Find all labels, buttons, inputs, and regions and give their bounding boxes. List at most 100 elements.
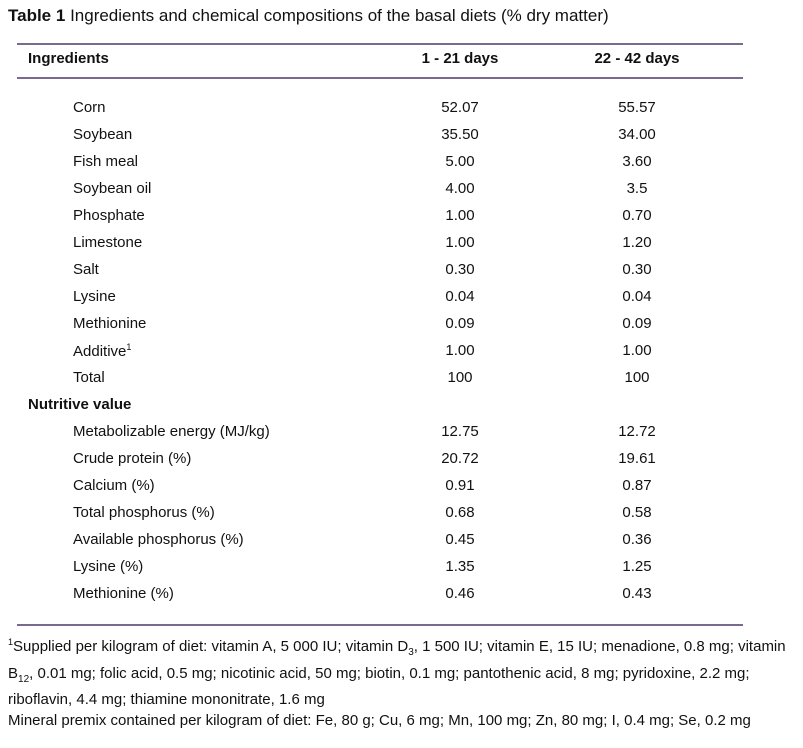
footnote-sub: 12 bbox=[18, 673, 30, 685]
value-22-42-days: 0.70 bbox=[622, 207, 652, 224]
value-1-21-days: 0.04 bbox=[445, 288, 475, 305]
footnote-text: Supplied per kilogram of diet: vitamin A… bbox=[13, 638, 409, 655]
row-label: Methionine (%) bbox=[73, 585, 174, 602]
value-22-42-days: 0.87 bbox=[622, 477, 652, 494]
table-label: Table 1 bbox=[8, 6, 66, 25]
value-1-21-days: 35.50 bbox=[441, 126, 479, 143]
value-1-21-days: 0.91 bbox=[445, 477, 475, 494]
header-rule bbox=[17, 77, 743, 79]
value-1-21-days: 0.09 bbox=[445, 315, 475, 332]
top-rule bbox=[17, 43, 743, 45]
value-1-21-days: 100 bbox=[447, 369, 473, 386]
value-22-42-days: 3.60 bbox=[622, 153, 652, 170]
value-22-42-days: 0.09 bbox=[622, 315, 652, 332]
row-label: Limestone bbox=[73, 234, 142, 251]
row-label-text: Soybean oil bbox=[73, 180, 152, 197]
footnote-ref: 1 bbox=[126, 342, 132, 352]
table-row: Limestone 1.00 1.20 bbox=[0, 234, 803, 261]
row-label-text: Lysine bbox=[73, 288, 116, 305]
row-label: Methionine bbox=[73, 315, 146, 332]
row-label: Lysine (%) bbox=[73, 558, 143, 575]
row-label-text: Methionine (%) bbox=[73, 585, 174, 602]
row-label-text: Nutritive value bbox=[28, 396, 132, 413]
table-row: Lysine 0.04 0.04 bbox=[0, 288, 803, 315]
value-22-42-days: 0.04 bbox=[622, 288, 652, 305]
footnote-sub: 3 bbox=[408, 647, 414, 658]
table-row: Soybean oil 4.00 3.5 bbox=[0, 180, 803, 207]
row-label-text: Metabolizable energy (MJ/kg) bbox=[73, 423, 270, 440]
value-22-42-days: 19.61 bbox=[618, 450, 656, 467]
table-title: Table 1 Ingredients and chemical composi… bbox=[8, 6, 609, 26]
table-row: Additive1 1.00 1.00 bbox=[0, 342, 803, 369]
row-label-text: Total phosphorus (%) bbox=[73, 504, 215, 521]
row-label: Lysine bbox=[73, 288, 116, 305]
footnote: 1Supplied per kilogram of diet: vitamin … bbox=[8, 632, 798, 731]
value-1-21-days: 1.35 bbox=[445, 558, 475, 575]
table-caption: Ingredients and chemical compositions of… bbox=[70, 6, 609, 25]
table-row: Available phosphorus (%) 0.45 0.36 bbox=[0, 531, 803, 558]
table-row: Methionine (%) 0.46 0.43 bbox=[0, 585, 803, 612]
footnote-text: , 1 500 IU; vitamin E, 15 IU; menadione,… bbox=[8, 638, 786, 682]
value-1-21-days: 5.00 bbox=[445, 153, 475, 170]
value-22-42-days: 3.5 bbox=[626, 180, 648, 197]
row-label: Corn bbox=[73, 99, 106, 116]
row-label-text: Total bbox=[73, 369, 105, 386]
value-22-42-days: 1.25 bbox=[622, 558, 652, 575]
row-label: Fish meal bbox=[73, 153, 138, 170]
value-1-21-days: 1.00 bbox=[445, 207, 475, 224]
table-row: Fish meal 5.00 3.60 bbox=[0, 153, 803, 180]
row-label-text: Additive bbox=[73, 343, 127, 360]
table-row: Corn 52.07 55.57 bbox=[0, 99, 803, 126]
row-label-text: Phosphate bbox=[73, 207, 145, 224]
header-22-42-days: 22 - 42 days bbox=[594, 50, 680, 67]
row-label-text: Methionine bbox=[73, 315, 147, 332]
value-22-42-days: 0.58 bbox=[622, 504, 652, 521]
value-1-21-days: 0.68 bbox=[445, 504, 475, 521]
header-ingredients: Ingredients bbox=[28, 50, 109, 67]
row-label: Metabolizable energy (MJ/kg) bbox=[73, 423, 270, 440]
value-1-21-days: 12.75 bbox=[441, 423, 479, 440]
row-label: Total bbox=[73, 369, 105, 386]
value-1-21-days: 52.07 bbox=[441, 99, 479, 116]
footnote-mark: 1 bbox=[8, 637, 14, 647]
row-label: Available phosphorus (%) bbox=[73, 531, 244, 548]
footnote-minerals: Mineral premix contained per kilogram of… bbox=[8, 711, 751, 729]
value-1-21-days: 0.45 bbox=[445, 531, 475, 548]
row-label-text: Calcium (%) bbox=[73, 477, 155, 494]
value-1-21-days: 0.30 bbox=[445, 261, 475, 278]
bottom-rule bbox=[17, 624, 743, 626]
row-label-text: Fish meal bbox=[73, 153, 139, 170]
value-1-21-days: 1.00 bbox=[445, 234, 475, 251]
section-row: Nutritive value bbox=[0, 396, 803, 423]
table-row: Crude protein (%) 20.72 19.61 bbox=[0, 450, 803, 477]
header-1-21-days: 1 - 21 days bbox=[421, 50, 499, 67]
value-22-42-days: 100 bbox=[624, 369, 650, 386]
footnote-text: , 0.01 mg; folic acid, 0.5 mg; nicotinic… bbox=[8, 664, 750, 709]
table-row: Soybean 35.50 34.00 bbox=[0, 126, 803, 153]
row-label: Total phosphorus (%) bbox=[73, 504, 215, 521]
row-label: Soybean oil bbox=[73, 180, 151, 197]
table-row: Methionine 0.09 0.09 bbox=[0, 315, 803, 342]
value-22-42-days: 55.57 bbox=[618, 99, 656, 116]
table-row: Phosphate 1.00 0.70 bbox=[0, 207, 803, 234]
row-label-text: Corn bbox=[73, 99, 106, 116]
row-label: Crude protein (%) bbox=[73, 450, 191, 467]
row-label: Phosphate bbox=[73, 207, 145, 224]
table-row: Salt 0.30 0.30 bbox=[0, 261, 803, 288]
value-22-42-days: 12.72 bbox=[618, 423, 656, 440]
table-row: Metabolizable energy (MJ/kg) 12.75 12.72 bbox=[0, 423, 803, 450]
row-label-text: Lysine (%) bbox=[73, 558, 144, 575]
row-label-text: Available phosphorus (%) bbox=[73, 531, 244, 548]
value-1-21-days: 0.46 bbox=[445, 585, 475, 602]
row-label-text: Soybean bbox=[73, 126, 133, 143]
row-label: Salt bbox=[73, 261, 99, 278]
row-label: Nutritive value bbox=[28, 396, 131, 413]
table-row: Calcium (%) 0.91 0.87 bbox=[0, 477, 803, 504]
table-row: Total phosphorus (%) 0.68 0.58 bbox=[0, 504, 803, 531]
row-label: Additive1 bbox=[73, 342, 131, 360]
value-22-42-days: 1.20 bbox=[622, 234, 652, 251]
row-label-text: Salt bbox=[73, 261, 99, 278]
row-label-text: Crude protein (%) bbox=[73, 450, 192, 467]
value-22-42-days: 1.00 bbox=[622, 342, 652, 359]
value-22-42-days: 0.30 bbox=[622, 261, 652, 278]
